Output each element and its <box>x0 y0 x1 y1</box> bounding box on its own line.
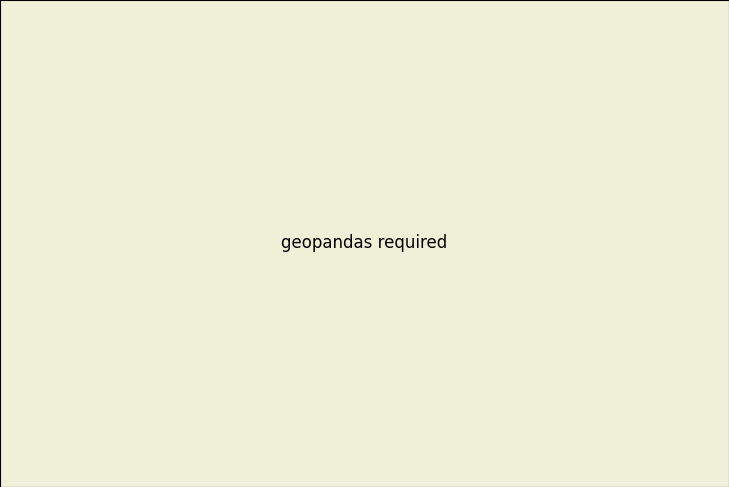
Text: geopandas required: geopandas required <box>281 235 448 252</box>
